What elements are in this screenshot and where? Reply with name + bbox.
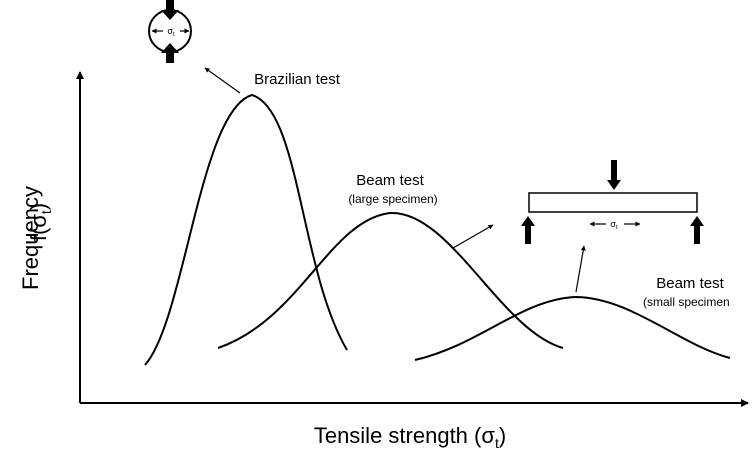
text-part: t bbox=[616, 225, 618, 231]
beam-icon: σt bbox=[521, 160, 704, 244]
curve-label: Beam test bbox=[656, 275, 724, 292]
icon-label: σt bbox=[167, 26, 175, 38]
pointer bbox=[204, 67, 241, 94]
text-part: t bbox=[38, 210, 54, 214]
text-part: f(σ bbox=[26, 214, 51, 241]
text-part: σ bbox=[610, 219, 616, 229]
pointer bbox=[452, 224, 494, 249]
x-label: Tensile strength (σt) bbox=[314, 423, 506, 451]
icon-label: σt bbox=[610, 219, 618, 231]
text-part: σ bbox=[167, 26, 173, 36]
y-label-2: f(σt) bbox=[26, 203, 54, 241]
brazilian-curve bbox=[144, 93, 348, 366]
y-label: Frequency bbox=[18, 186, 43, 290]
text-part: ) bbox=[26, 203, 51, 210]
text-part: t bbox=[173, 32, 175, 38]
brazilian-icon: σt bbox=[148, 0, 192, 63]
curve-label: Brazilian test bbox=[254, 71, 341, 88]
pointer bbox=[575, 245, 586, 293]
large-beam-curve bbox=[217, 211, 564, 349]
small-beam-curve bbox=[414, 295, 731, 361]
curve-label: Beam test bbox=[356, 172, 424, 189]
curve-sublabel: (small specimen bbox=[643, 295, 730, 309]
text-part: Tensile strength (σ bbox=[314, 423, 496, 448]
text-part: Frequency bbox=[18, 186, 43, 290]
text-part: t bbox=[495, 435, 499, 451]
text-part: ) bbox=[499, 423, 506, 448]
curve-sublabel: (large specimen) bbox=[348, 192, 437, 206]
